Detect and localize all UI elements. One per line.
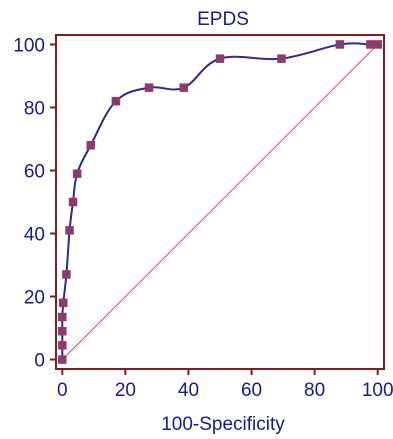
roc-point [58, 312, 67, 322]
roc-point [366, 40, 375, 49]
roc-point [277, 54, 286, 63]
roc-point [335, 40, 345, 49]
roc-point [144, 83, 154, 92]
y-tick-label: 40 [24, 225, 45, 246]
y-tick-label: 80 [24, 98, 45, 119]
roc-point [111, 96, 121, 106]
x-tick-label: 40 [178, 380, 199, 401]
reference-diagonal [62, 44, 378, 360]
x-axis-label: 100-Specificity [161, 414, 285, 434]
plot-area: 0 20 40 60 80 100 0 20 40 60 80 100 [13, 34, 393, 401]
roc-point [86, 141, 95, 150]
x-tick-label: 100 [362, 380, 393, 401]
x-tick-label: 80 [304, 380, 325, 401]
roc-point [68, 197, 78, 207]
x-tick-label: 20 [115, 380, 136, 401]
chart-title: EPDS [197, 9, 249, 30]
roc-point [58, 326, 67, 336]
x-tick-label: 0 [57, 380, 68, 401]
roc-point [59, 298, 68, 308]
roc-point [65, 226, 74, 235]
roc-point [179, 83, 188, 92]
y-tick-label: 60 [24, 161, 45, 182]
roc-point [58, 341, 67, 350]
x-tick-label: 60 [241, 380, 262, 401]
y-tick-label: 20 [24, 288, 45, 309]
roc-point [373, 40, 382, 49]
roc-point [58, 355, 67, 364]
plot-frame [55, 34, 385, 370]
roc-point [72, 169, 82, 178]
y-tick-label: 100 [13, 35, 45, 56]
roc-point [215, 54, 225, 63]
y-tick-label: 0 [34, 351, 45, 372]
roc-point [62, 270, 71, 279]
